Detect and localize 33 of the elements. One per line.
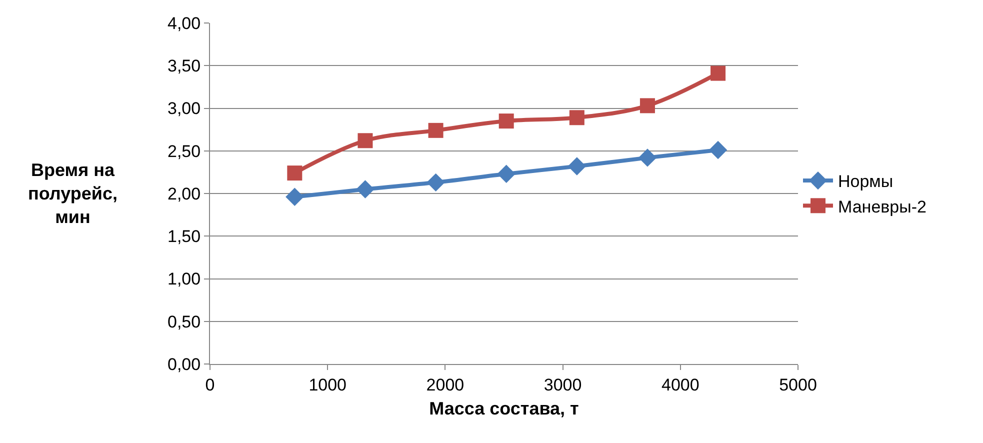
y-tick-label: 4,00: [168, 14, 201, 33]
x-tick-label: 3000: [544, 375, 582, 394]
point: [710, 66, 726, 81]
point: [356, 180, 374, 198]
y-tick-label: 3,50: [168, 56, 201, 76]
y-axis-title: Время на полурейс, мин: [28, 160, 118, 227]
x-tick-label: 2000: [426, 375, 464, 394]
y-tick-label: 1,00: [168, 270, 201, 289]
y-tick-label: 0,50: [168, 312, 201, 332]
point: [498, 114, 514, 129]
x-tick-label: 1000: [308, 375, 347, 394]
point: [568, 157, 586, 176]
point: [638, 148, 657, 167]
point: [708, 140, 728, 160]
point: [426, 173, 445, 192]
y-tick-label: 3,00: [168, 99, 201, 118]
y-tick-label: 2,00: [168, 184, 201, 204]
x-axis-title: Масса состава, т: [429, 398, 580, 418]
point: [286, 188, 304, 206]
point: [428, 122, 444, 138]
point: [358, 133, 373, 148]
x-tick-label: 0: [205, 375, 215, 394]
legend-label: Нормы: [838, 172, 894, 192]
x-tick-label: 4000: [661, 375, 700, 394]
y-tick-label: 0,00: [168, 354, 201, 374]
point: [569, 110, 584, 126]
point: [640, 98, 655, 114]
point: [287, 166, 302, 181]
legend-label: Маневры-2: [838, 197, 926, 216]
y-tick-label: 2,50: [168, 142, 201, 161]
x-tick-label: 5000: [779, 375, 817, 394]
point: [497, 164, 516, 183]
y-tick-label: 1,50: [168, 227, 201, 246]
